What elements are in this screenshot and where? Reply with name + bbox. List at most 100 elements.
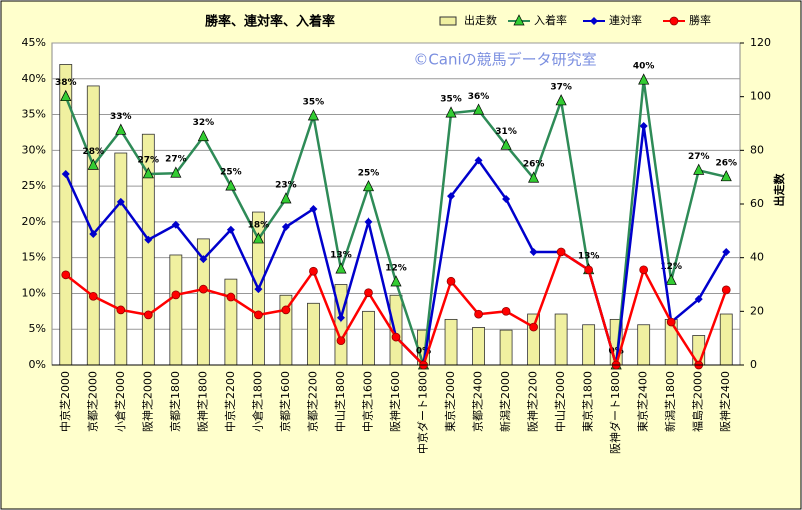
point <box>87 158 99 170</box>
point <box>720 170 732 182</box>
data-label: 32% <box>193 118 215 128</box>
data-label: 25% <box>358 168 380 178</box>
point <box>226 292 236 302</box>
bar <box>362 310 375 366</box>
y-tick-label: 35% <box>22 108 46 121</box>
point <box>639 122 648 131</box>
point <box>197 129 209 142</box>
y-tick-label: 30% <box>22 143 46 156</box>
x-tick-label: 阪神芝1600 <box>388 371 402 432</box>
data-label: 18% <box>248 221 270 231</box>
point <box>362 180 375 192</box>
bar <box>307 302 320 366</box>
y-tick-label: 40% <box>22 72 46 85</box>
point <box>364 217 373 226</box>
watermark: ©Caniの競馬データ研究室 <box>413 51 596 69</box>
point <box>142 167 154 179</box>
y2-axis-title: 出走数 <box>772 173 786 207</box>
data-label: 25% <box>220 168 242 178</box>
y-tick-label: 20% <box>22 215 46 228</box>
point <box>254 285 263 294</box>
legend-marker <box>590 17 598 25</box>
point <box>170 166 182 178</box>
point <box>89 230 98 239</box>
data-label: 35% <box>303 97 325 107</box>
x-tick-label: 京都芝1800 <box>168 371 182 432</box>
legend-label: 出走数 <box>464 13 497 27</box>
legend-label: 入着率 <box>534 13 567 27</box>
legend-marker <box>513 14 525 26</box>
y2-tick-label: 60 <box>750 197 764 210</box>
point <box>665 273 677 285</box>
point <box>446 276 456 286</box>
bar <box>472 327 485 366</box>
point <box>171 290 181 300</box>
x-tick-label: 東京芝2400 <box>636 371 650 432</box>
y2-tick-label: 100 <box>750 90 771 103</box>
point <box>60 89 72 102</box>
point <box>528 171 540 183</box>
data-label: 26% <box>715 158 737 168</box>
x-tick-label: 阪神芝2200 <box>526 371 540 432</box>
point <box>474 309 483 319</box>
point <box>501 306 511 316</box>
bar <box>499 329 513 366</box>
data-label: 0% <box>609 347 624 357</box>
point <box>116 305 126 315</box>
y2-tick-label: 0 <box>750 358 757 371</box>
point <box>171 220 180 229</box>
point <box>336 313 345 322</box>
y2-tick-label: 40 <box>750 251 764 264</box>
x-tick-label: 中京芝2000 <box>58 371 72 432</box>
point <box>309 266 318 276</box>
x-tick-label: 京都芝2400 <box>471 371 485 432</box>
y2-tick-label: 120 <box>750 36 771 49</box>
data-label: 0% <box>416 347 431 357</box>
bar <box>224 278 238 366</box>
point <box>502 194 511 203</box>
bar <box>169 254 183 366</box>
point <box>722 247 731 256</box>
point <box>143 310 153 320</box>
x-tick-label: 中京芝1600 <box>360 371 374 432</box>
point <box>694 295 703 304</box>
x-tick-label: 新潟芝1800 <box>663 371 677 432</box>
legend-label: 連対率 <box>609 13 642 27</box>
y-tick-label: 5% <box>29 322 46 335</box>
data-label: 13% <box>578 251 600 261</box>
legend-marker <box>669 16 679 26</box>
point <box>199 284 208 294</box>
point <box>447 192 456 201</box>
point <box>61 270 71 280</box>
point <box>61 169 70 178</box>
point <box>500 138 512 150</box>
point <box>391 332 401 342</box>
point <box>336 336 346 346</box>
data-label: 37% <box>550 82 572 92</box>
y-tick-label: 10% <box>22 286 46 299</box>
bar <box>554 313 568 366</box>
x-tick-label: 京都芝2000 <box>85 371 99 432</box>
point <box>281 305 291 315</box>
x-tick-label: 福島芝2000 <box>691 371 705 432</box>
point <box>529 247 538 256</box>
bar <box>114 152 128 366</box>
legend-swatch <box>439 16 457 26</box>
x-tick-label: 阪神ダート1800 <box>608 371 622 454</box>
point <box>144 235 153 244</box>
point <box>445 106 457 118</box>
x-tick-label: 中京ダート1800 <box>416 371 430 454</box>
point <box>115 123 127 135</box>
data-label: 27% <box>688 152 710 162</box>
data-label: 12% <box>660 262 682 272</box>
x-tick-label: 阪神芝1800 <box>195 371 209 432</box>
x-tick-label: 中山芝2000 <box>554 371 567 432</box>
point <box>88 291 98 301</box>
point <box>225 179 237 191</box>
point <box>693 163 705 175</box>
point <box>555 94 567 106</box>
data-label: 38% <box>55 78 77 88</box>
y-tick-label: 45% <box>22 36 46 49</box>
x-tick-label: 中山芝1800 <box>334 371 347 432</box>
point <box>721 285 731 295</box>
